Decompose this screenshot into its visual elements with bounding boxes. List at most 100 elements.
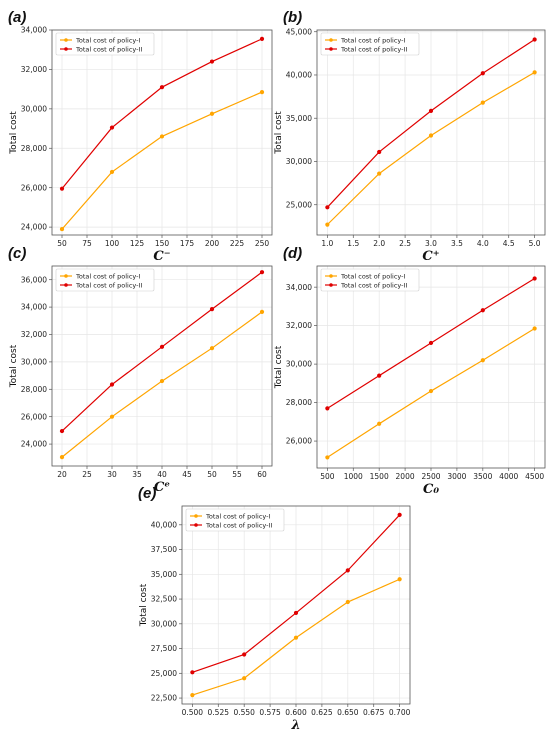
data-point-policy-1: [159, 378, 165, 384]
x-axis-label: C₀: [423, 482, 439, 497]
data-point-policy-1: [480, 358, 485, 363]
data-point-policy-1: [377, 171, 382, 176]
y-tick-label: 37,500: [151, 545, 177, 554]
x-tick-label: 45: [182, 470, 192, 479]
x-tick-label: 75: [82, 239, 92, 248]
x-tick-label: 0.625: [311, 708, 333, 717]
data-point-policy-1: [532, 70, 537, 75]
x-tick-label: 3.5: [451, 239, 463, 248]
data-point-policy-2: [259, 270, 265, 275]
data-point-policy-2: [480, 308, 485, 313]
x-tick-label: 2.5: [399, 239, 411, 248]
x-tick-label: 4.5: [503, 239, 515, 248]
x-tick-label: 225: [230, 239, 245, 248]
x-tick-label: 0.675: [363, 708, 385, 717]
data-point-policy-1: [259, 309, 265, 314]
data-point-policy-2: [259, 36, 265, 41]
data-point-policy-2: [209, 59, 215, 64]
legend-entry-label: Total cost of policy-II: [75, 45, 142, 53]
y-axis-label: Total cost: [9, 111, 19, 155]
data-point-policy-2: [428, 108, 434, 113]
data-point-policy-1: [532, 326, 537, 331]
data-point-policy-2: [159, 85, 165, 90]
x-tick-label: 4000: [499, 472, 518, 481]
data-point-policy-2: [480, 71, 485, 76]
data-point-policy-2: [377, 149, 382, 155]
legend-entry-label: Total cost of policy-I: [205, 512, 270, 520]
legend-entry-label: Total cost of policy-II: [205, 521, 272, 529]
x-tick-label: 1500: [370, 472, 389, 481]
y-tick-label: 34,000: [21, 303, 47, 312]
data-point-policy-1: [209, 346, 215, 351]
data-point-policy-2: [109, 125, 115, 130]
legend-entry-label: Total cost of policy-II: [340, 281, 407, 289]
x-axis-label: C⁻: [153, 249, 170, 264]
legend-swatch-marker: [329, 47, 333, 51]
data-point-policy-1: [242, 676, 247, 681]
x-tick-label: 0.575: [259, 708, 281, 717]
panel-label: (c): [8, 245, 26, 262]
x-tick-label: 150: [155, 239, 170, 248]
data-point-policy-1: [345, 599, 350, 605]
y-tick-label: 24,000: [21, 223, 47, 232]
y-axis-label: Total cost: [274, 111, 284, 155]
legend-entry-label: Total cost of policy-I: [75, 36, 140, 44]
y-tick-label: 40,000: [151, 520, 177, 529]
data-point-policy-2: [397, 512, 402, 518]
y-tick-label: 26,000: [21, 412, 47, 421]
x-axis-label: Cᵉ: [154, 480, 170, 495]
data-point-policy-1: [59, 454, 65, 460]
data-point-policy-2: [377, 373, 382, 378]
legend-swatch-marker: [194, 523, 198, 527]
data-point-policy-2: [293, 610, 299, 616]
data-point-policy-1: [397, 577, 402, 582]
x-tick-label: 55: [232, 470, 242, 479]
x-tick-label: 30: [107, 470, 117, 479]
y-tick-label: 30,000: [21, 357, 47, 366]
data-point-policy-2: [532, 37, 537, 42]
y-tick-label: 32,000: [21, 65, 47, 74]
data-point-policy-1: [428, 133, 434, 138]
chart-panel-e: (e) 0.500 0.525 0.550 0.575 0.600 0.625 0.650 0.…: [138, 485, 411, 733]
y-tick-label: 26,000: [21, 183, 47, 192]
x-tick-label: 35: [132, 470, 142, 479]
data-point-policy-1: [325, 222, 330, 227]
y-tick-label: 30,000: [286, 157, 312, 166]
x-tick-label: 0.500: [182, 708, 204, 717]
x-tick-label: 0.600: [285, 708, 307, 717]
y-tick-label: 36,000: [21, 275, 47, 284]
x-tick-label: 125: [130, 239, 145, 248]
legend-swatch-marker: [64, 274, 68, 278]
data-point-policy-2: [345, 568, 350, 573]
x-tick-label: 3.0: [425, 239, 437, 248]
data-point-policy-2: [209, 307, 215, 312]
x-tick-label: 2.0: [373, 239, 385, 248]
y-tick-label: 28,000: [286, 398, 312, 407]
y-tick-label: 25,000: [286, 200, 312, 209]
y-tick-label: 26,000: [286, 437, 312, 446]
x-tick-label: 3500: [473, 472, 492, 481]
y-tick-label: 30,000: [151, 619, 177, 628]
data-point-policy-2: [190, 670, 195, 675]
x-tick-label: 0.650: [337, 708, 359, 717]
data-point-policy-1: [377, 421, 382, 426]
y-tick-label: 24,000: [21, 440, 47, 449]
x-tick-label: 2000: [396, 472, 415, 481]
y-tick-label: 45,000: [286, 27, 312, 36]
y-tick-label: 30,000: [286, 360, 312, 369]
x-tick-label: 2500: [421, 472, 440, 481]
panel-label: (d): [283, 245, 302, 262]
x-axis-label: λ: [290, 718, 300, 733]
y-tick-label: 22,500: [151, 694, 177, 703]
panel-label: (e): [138, 485, 156, 502]
x-tick-label: 250: [255, 239, 270, 248]
y-tick-label: 32,000: [286, 321, 312, 330]
data-point-policy-1: [59, 226, 65, 232]
legend-swatch-marker: [329, 274, 333, 278]
x-tick-label: 50: [57, 239, 67, 248]
chart-panel-b: (b) 1.0 1.5 2.0 2.5 3.0 3.5 4.0 4.5 5.0 25,000 30,0…: [274, 9, 546, 264]
chart-panel-d: (d) 500 1000 1500 2000 2500 3000 3500 4000 4500 26…: [274, 245, 546, 497]
y-tick-label: 40,000: [286, 71, 312, 80]
x-tick-label: 4.0: [477, 239, 489, 248]
